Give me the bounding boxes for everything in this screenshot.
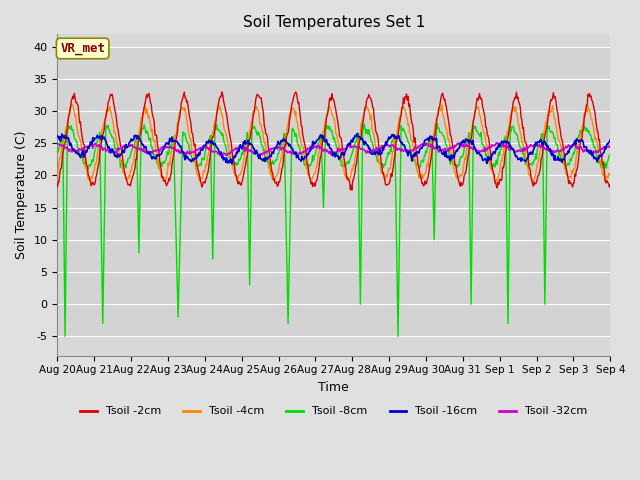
Bar [58, 176, 611, 208]
Tsoil -4cm [529, 181, 537, 187]
Tsoil -32cm [418, 141, 426, 147]
Tsoil -16cm [206, 139, 214, 144]
Title: Soil Temperatures Set 1: Soil Temperatures Set 1 [243, 15, 425, 30]
Tsoil -2cm [177, 109, 184, 115]
Tsoil -4cm [63, 119, 71, 124]
Line: Tsoil -16cm: Tsoil -16cm [58, 133, 611, 164]
Tsoil -4cm [402, 109, 410, 115]
Tsoil -2cm [403, 91, 410, 97]
Bar [58, 272, 611, 304]
Tsoil -32cm [120, 143, 128, 148]
Text: VR_met: VR_met [60, 42, 105, 55]
Tsoil -16cm [120, 149, 128, 155]
Tsoil -2cm [54, 184, 61, 190]
Line: Tsoil -2cm: Tsoil -2cm [58, 92, 611, 190]
Tsoil -2cm [348, 187, 356, 193]
Tsoil -2cm [206, 156, 214, 162]
Tsoil -32cm [63, 146, 71, 152]
Tsoil -2cm [607, 182, 614, 188]
Bar [58, 144, 611, 176]
Tsoil -4cm [54, 173, 61, 179]
Tsoil -32cm [177, 150, 184, 156]
Tsoil -16cm [607, 137, 614, 143]
Bar [58, 47, 611, 79]
Tsoil -32cm [206, 147, 214, 153]
Tsoil -2cm [419, 180, 426, 186]
Tsoil -32cm [54, 141, 61, 146]
Tsoil -2cm [120, 168, 128, 174]
Tsoil -2cm [63, 126, 71, 132]
Tsoil -16cm [177, 144, 184, 149]
Tsoil -2cm [218, 89, 226, 95]
Tsoil -4cm [177, 105, 185, 111]
Tsoil -16cm [419, 143, 426, 149]
Bar [58, 240, 611, 272]
Tsoil -8cm [607, 151, 614, 157]
Tsoil -16cm [403, 147, 410, 153]
Tsoil -8cm [177, 191, 185, 196]
X-axis label: Time: Time [319, 381, 349, 394]
Tsoil -8cm [433, 120, 441, 126]
Line: Tsoil -8cm: Tsoil -8cm [58, 123, 611, 336]
Tsoil -8cm [61, 334, 69, 339]
Tsoil -4cm [68, 101, 76, 107]
Tsoil -4cm [607, 170, 614, 176]
Tsoil -16cm [54, 133, 61, 139]
Line: Tsoil -32cm: Tsoil -32cm [58, 143, 611, 156]
Tsoil -16cm [63, 135, 71, 141]
Bar [58, 79, 611, 111]
Bar [58, 208, 611, 240]
Tsoil -8cm [418, 157, 426, 163]
Tsoil -8cm [54, 149, 61, 155]
Tsoil -4cm [418, 171, 426, 177]
Line: Tsoil -4cm: Tsoil -4cm [58, 104, 611, 184]
Tsoil -8cm [121, 161, 129, 167]
Bar [58, 304, 611, 336]
Tsoil -16cm [353, 131, 361, 136]
Tsoil -4cm [207, 136, 214, 142]
Legend: Tsoil -2cm, Tsoil -4cm, Tsoil -8cm, Tsoil -16cm, Tsoil -32cm: Tsoil -2cm, Tsoil -4cm, Tsoil -8cm, Tsoi… [76, 402, 591, 421]
Tsoil -8cm [207, 132, 214, 138]
Y-axis label: Soil Temperature (C): Soil Temperature (C) [15, 131, 28, 259]
Tsoil -8cm [402, 132, 410, 137]
Tsoil -32cm [216, 153, 224, 158]
Tsoil -8cm [65, 125, 72, 131]
Tsoil -32cm [607, 143, 614, 149]
Tsoil -32cm [493, 140, 500, 146]
Tsoil -16cm [228, 161, 236, 167]
Tsoil -4cm [121, 174, 129, 180]
Bar [58, 111, 611, 144]
Tsoil -32cm [402, 148, 410, 154]
